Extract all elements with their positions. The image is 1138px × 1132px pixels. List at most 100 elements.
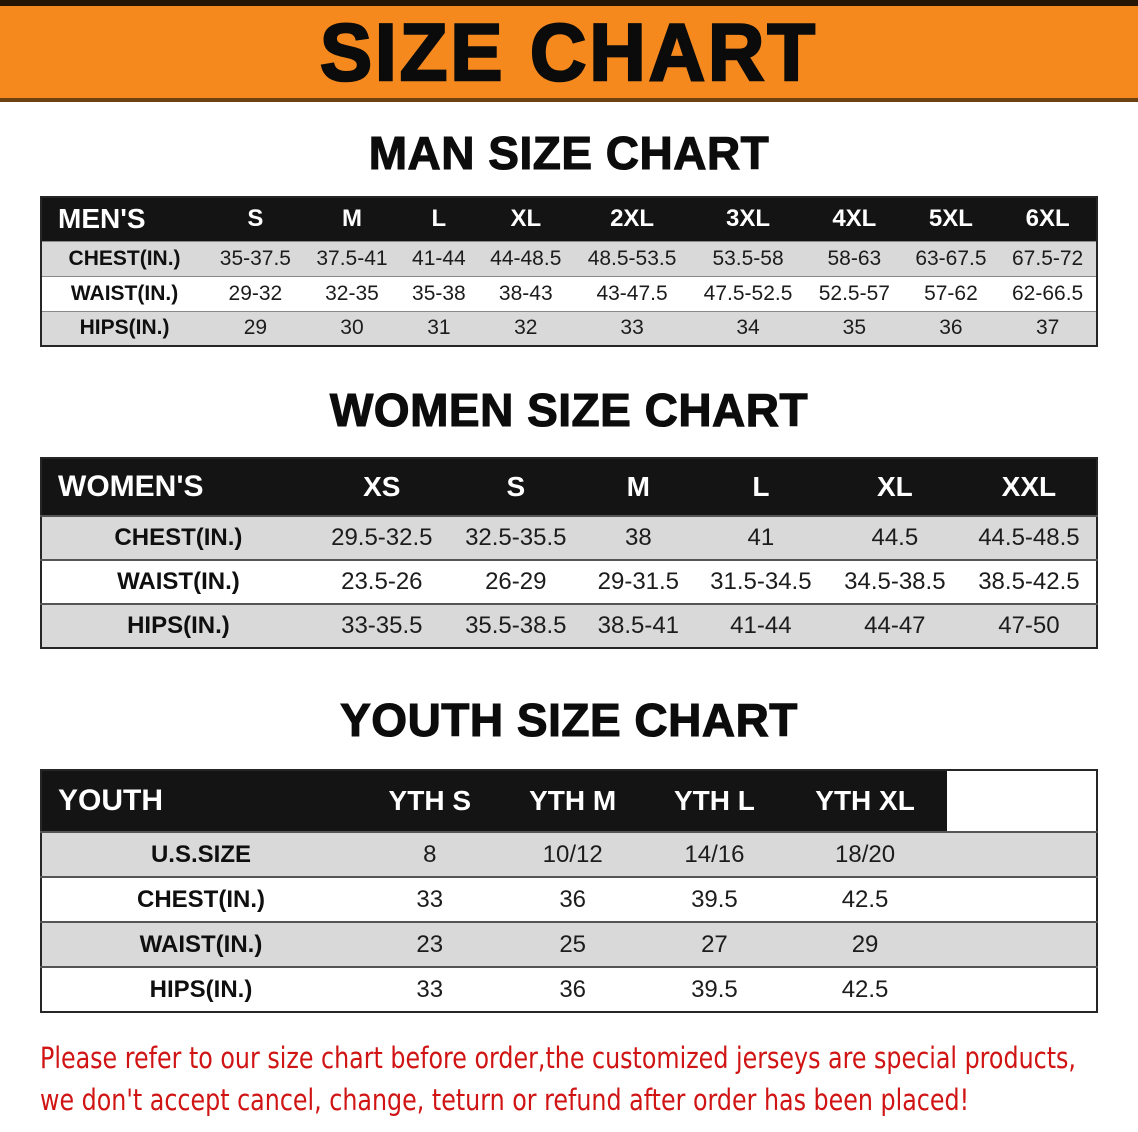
size-header-cell: S <box>448 458 583 516</box>
table-title-cell: YOUTH <box>41 770 360 832</box>
measure-value-cell: 27 <box>645 921 784 967</box>
measure-value-cell: 47-50 <box>961 603 1097 648</box>
measure-value-cell: 44.5 <box>827 515 962 560</box>
measure-label-cell: WAIST(IN.) <box>41 275 208 311</box>
measure-label-cell: HIPS(IN.) <box>41 966 360 1012</box>
measure-value-cell: 62-66.5 <box>999 275 1097 311</box>
banner-title: SIZE CHART <box>319 6 818 98</box>
measure-label-cell: CHEST(IN.) <box>41 876 360 922</box>
size-table-header-row: WOMEN'S XS S M L XL XXL <box>41 458 1097 516</box>
measure-value-cell: 47.5-52.5 <box>690 275 807 311</box>
measure-value-cell: 29.5-32.5 <box>314 515 449 560</box>
measure-value-cell: 33 <box>574 310 691 346</box>
size-table-row: HIPS(IN.) 29 30 31 32 33 34 35 36 37 <box>41 310 1097 346</box>
table-title-cell: MEN'S <box>41 197 208 241</box>
measure-value-cell: 44.5-48.5 <box>961 515 1097 560</box>
measure-value-cell: 10/12 <box>499 831 646 877</box>
size-table-row: CHEST(IN.) 29.5-32.5 32.5-35.5 38 41 44.5 44.5… <box>41 515 1097 560</box>
measure-value-cell: 42.5 <box>783 876 947 922</box>
filler-cell <box>947 770 1097 832</box>
measure-value-cell: 36 <box>499 876 646 922</box>
measure-label-cell: CHEST(IN.) <box>41 515 315 560</box>
measure-value-cell: 48.5-53.5 <box>574 240 691 276</box>
measure-value-cell: 23 <box>359 921 500 967</box>
measure-value-cell: 14/16 <box>645 831 784 877</box>
measure-value-cell: 41-44 <box>400 240 478 276</box>
measure-value-cell: 38.5-42.5 <box>961 559 1097 604</box>
filler-cell <box>947 921 1097 967</box>
measure-label-cell: HIPS(IN.) <box>41 310 208 346</box>
disclaimer-line-2: we don't accept cancel, change, teturn o… <box>40 1083 970 1117</box>
measure-value-cell: 26-29 <box>448 559 583 604</box>
youth-size-table: YOUTH YTH S YTH M YTH L YTH XL U.S.SIZE 8 10/12… <box>40 769 1098 1013</box>
measure-value-cell: 33 <box>359 966 500 1012</box>
disclaimer: Please refer to our size chart before or… <box>40 1037 1098 1121</box>
measure-value-cell: 37 <box>999 310 1097 346</box>
size-table-row: U.S.SIZE 8 10/12 14/16 18/20 <box>41 831 1097 877</box>
size-table-row: WAIST(IN.) 23 25 27 29 <box>41 921 1097 967</box>
men-section-heading: MAN SIZE CHART <box>368 127 770 179</box>
size-header-cell: YTH XL <box>783 770 947 832</box>
measure-label-cell: WAIST(IN.) <box>41 559 315 604</box>
size-header-cell: YTH L <box>645 770 784 832</box>
measure-value-cell: 18/20 <box>783 831 947 877</box>
measure-value-cell: 42.5 <box>783 966 947 1012</box>
table-title-cell: WOMEN'S <box>41 458 315 516</box>
measure-value-cell: 25 <box>499 921 646 967</box>
measure-value-cell: 29-31.5 <box>582 559 694 604</box>
measure-value-cell: 43-47.5 <box>574 275 691 311</box>
filler-cell <box>947 876 1097 922</box>
size-header-cell: XXL <box>961 458 1097 516</box>
size-header-cell: YTH S <box>359 770 500 832</box>
measure-value-cell: 39.5 <box>645 876 784 922</box>
measure-value-cell: 35-37.5 <box>207 240 304 276</box>
size-header-cell: XL <box>477 197 575 241</box>
measure-value-cell: 39.5 <box>645 966 784 1012</box>
measure-value-cell: 38 <box>582 515 694 560</box>
size-header-cell: 3XL <box>690 197 807 241</box>
measure-value-cell: 37.5-41 <box>303 240 401 276</box>
men-size-table: MEN'S S M L XL 2XL 3XL 4XL 5XL 6XL CHEST(IN.) 35-37… <box>40 196 1098 347</box>
size-header-cell: 2XL <box>574 197 691 241</box>
measure-value-cell: 35 <box>806 310 903 346</box>
measure-value-cell: 32 <box>477 310 575 346</box>
size-chart-banner: SIZE CHART <box>0 0 1138 102</box>
size-header-cell: L <box>693 458 828 516</box>
filler-cell <box>947 831 1097 877</box>
measure-value-cell: 35-38 <box>400 275 478 311</box>
measure-value-cell: 38-43 <box>477 275 575 311</box>
size-header-cell: 5XL <box>902 197 1000 241</box>
filler-cell <box>947 966 1097 1012</box>
measure-label-cell: HIPS(IN.) <box>41 603 315 648</box>
measure-value-cell: 29-32 <box>207 275 304 311</box>
measure-value-cell: 63-67.5 <box>902 240 1000 276</box>
size-table-row: WAIST(IN.) 23.5-26 26-29 29-31.5 31.5-34.5 34… <box>41 559 1097 604</box>
women-size-table: WOMEN'S XS S M L XL XXL CHEST(IN.) 29.5-32.5 32.5… <box>40 457 1098 649</box>
size-table-header-row: YOUTH YTH S YTH M YTH L YTH XL <box>41 770 1097 832</box>
size-header-cell: S <box>207 197 304 241</box>
measure-value-cell: 30 <box>303 310 401 346</box>
size-header-cell: 4XL <box>806 197 903 241</box>
measure-value-cell: 29 <box>783 921 947 967</box>
measure-label-cell: U.S.SIZE <box>41 831 360 877</box>
measure-value-cell: 41-44 <box>693 603 828 648</box>
size-header-cell: XS <box>314 458 449 516</box>
measure-value-cell: 67.5-72 <box>999 240 1097 276</box>
disclaimer-line-1: Please refer to our size chart before or… <box>40 1041 1076 1075</box>
measure-value-cell: 29 <box>207 310 304 346</box>
measure-value-cell: 36 <box>902 310 1000 346</box>
youth-section-heading: YOUTH SIZE CHART <box>340 694 798 746</box>
women-size-section: WOMEN SIZE CHART WOMEN'S XS S M L XL XXL CHEST(… <box>0 384 1138 649</box>
measure-value-cell: 8 <box>359 831 500 877</box>
youth-size-section: YOUTH SIZE CHART YOUTH YTH S YTH M YTH L YTH… <box>0 694 1138 1013</box>
women-section-heading: WOMEN SIZE CHART <box>329 384 809 436</box>
measure-value-cell: 32.5-35.5 <box>448 515 583 560</box>
measure-value-cell: 58-63 <box>806 240 903 276</box>
measure-value-cell: 33-35.5 <box>314 603 449 648</box>
size-table-row: WAIST(IN.) 29-32 32-35 35-38 38-43 43-47.5 47.… <box>41 275 1097 311</box>
measure-value-cell: 32-35 <box>303 275 401 311</box>
measure-value-cell: 31.5-34.5 <box>693 559 828 604</box>
size-table-header-row: MEN'S S M L XL 2XL 3XL 4XL 5XL 6XL <box>41 197 1097 241</box>
measure-value-cell: 44-47 <box>827 603 962 648</box>
measure-value-cell: 34 <box>690 310 807 346</box>
